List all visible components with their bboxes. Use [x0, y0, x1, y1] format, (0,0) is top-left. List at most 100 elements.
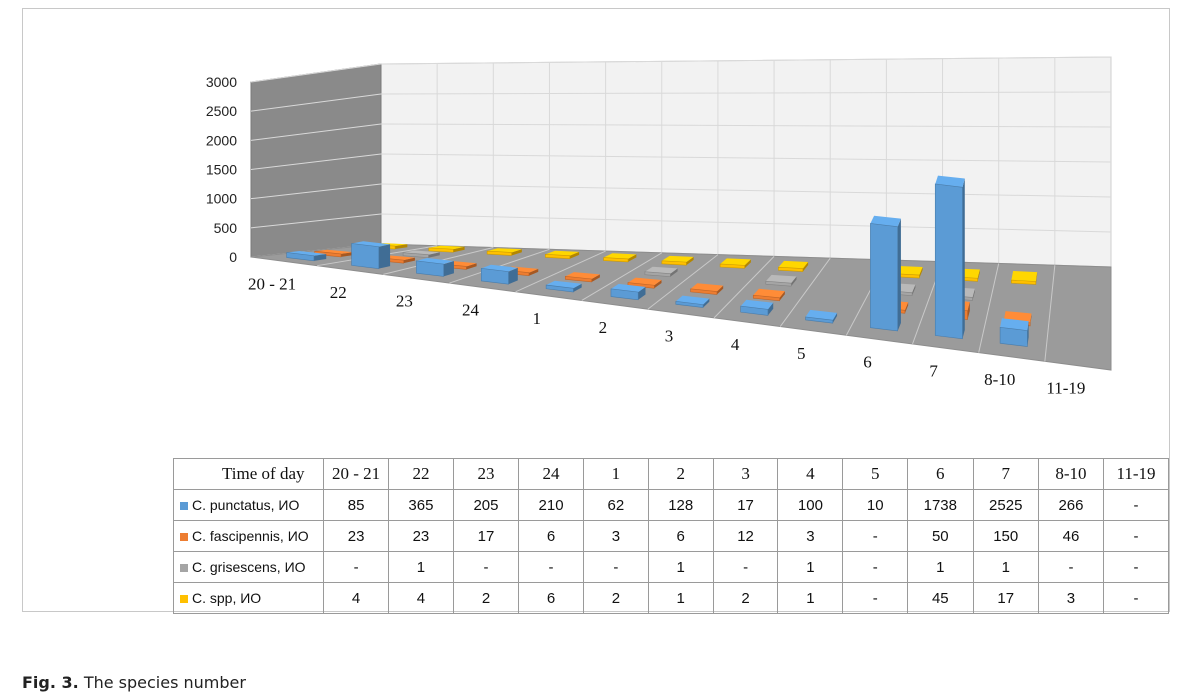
- data-table: Time of day 20 - 21 22 23 24 1 2 3 4 5 6 7 8-10 11-1…: [172, 458, 1169, 614]
- bar: [603, 253, 637, 263]
- table-cell: 17: [972, 582, 1039, 614]
- caption-label: Fig. 3.: [22, 673, 79, 692]
- table-cell: 365: [387, 489, 454, 521]
- table-cell: 4: [387, 582, 454, 614]
- table-cell: -: [452, 551, 520, 583]
- bar: [752, 288, 785, 302]
- table-row: C. grisescens, ИО -1- - -1-1-1 1- -: [172, 551, 1169, 583]
- bar: [719, 258, 751, 269]
- legend-key: [180, 595, 188, 604]
- series-legend-cell: C. grisescens, ИО: [172, 551, 325, 583]
- x-category-label: 11-19: [1046, 379, 1085, 398]
- bar: [765, 274, 797, 287]
- table-cell: 12: [712, 520, 779, 552]
- bar: [999, 318, 1029, 347]
- bar: [480, 264, 518, 285]
- table-cell: 1: [647, 551, 714, 583]
- bar: [661, 255, 694, 266]
- x-category-label: 5: [797, 344, 806, 363]
- bar: [934, 175, 965, 340]
- table-cell: 17: [712, 489, 779, 521]
- table-cell: 6: [647, 520, 714, 552]
- table-cell: 6: [518, 520, 585, 552]
- table-cell: 6: [518, 582, 585, 614]
- table-cell: 266: [1037, 489, 1105, 521]
- figure-caption: Fig. 3. The species number: [22, 673, 246, 692]
- bar: [675, 295, 710, 308]
- table-row: C. spp, ИО 4 4 2 6 2 1 2 1-45 17 3-: [172, 582, 1169, 614]
- table-cell: 62: [583, 489, 649, 521]
- x-category-label: 20 - 21: [248, 274, 296, 293]
- table-row: C. fascipennis, ИО 23 23 17 6 3 6 12 3-50 150 46-: [172, 520, 1169, 552]
- table-cell: -: [1037, 551, 1105, 583]
- series-name: C. spp, ИО: [192, 590, 262, 606]
- series-legend-cell: C. spp, ИО: [172, 582, 325, 614]
- table-cell: -: [842, 582, 909, 614]
- bar: [545, 280, 582, 293]
- legend-key: [180, 502, 188, 511]
- x-category-label: 22: [330, 283, 347, 302]
- caption-text: The species number: [83, 673, 246, 692]
- table-header-cell: 24: [518, 458, 585, 490]
- table-cell: 23: [323, 520, 389, 552]
- bar: [778, 260, 809, 272]
- table-header-cell: 22: [387, 458, 454, 490]
- legend-key: [180, 564, 188, 573]
- table-cell: 45: [907, 582, 974, 614]
- table-cell: 50: [907, 520, 974, 552]
- bar: [870, 215, 901, 332]
- x-category-label: 6: [863, 353, 872, 372]
- series-name: C. fascipennis, ИО: [192, 528, 309, 544]
- table-cell: 2: [583, 582, 649, 614]
- bar: [351, 241, 391, 269]
- table-cell: 4: [323, 582, 389, 614]
- table-cell: 46: [1037, 520, 1105, 552]
- x-category-label: 4: [731, 335, 740, 354]
- y-tick-label: 2500: [206, 103, 237, 119]
- table-header-cell: 2: [647, 458, 714, 490]
- x-category-label: 2: [599, 318, 608, 337]
- table-cell: -: [1103, 489, 1169, 521]
- table-header-cell: 5: [842, 458, 909, 490]
- table-cell: -: [1103, 551, 1169, 583]
- table-cell: -: [1103, 520, 1169, 552]
- bar: [486, 248, 522, 256]
- y-tick-label: 0: [229, 249, 237, 265]
- table-header-cell: 11-19: [1103, 458, 1169, 490]
- table-cell: 100: [777, 489, 844, 521]
- table-header-cell: 23: [452, 458, 520, 490]
- table-header-cell: 6: [907, 458, 974, 490]
- y-tick-label: 3000: [206, 74, 237, 90]
- table-cell: 1: [972, 551, 1039, 583]
- table-cell: 2525: [972, 489, 1039, 521]
- bar: [627, 277, 662, 289]
- table-cell: -: [842, 520, 909, 552]
- bar: [286, 250, 327, 262]
- table-cell: 2: [452, 582, 520, 614]
- table-header-cell: 1: [583, 458, 649, 490]
- table-row: C. punctatus, ИО 85 365 205 210 62 128 17 100 10 1…: [172, 489, 1169, 521]
- bar: [690, 283, 724, 295]
- x-category-label: 3: [665, 327, 674, 346]
- table-header-cell: 7: [972, 458, 1039, 490]
- table-header-cell: 3: [712, 458, 779, 490]
- table-cell: 205: [452, 489, 520, 521]
- bar: [564, 272, 600, 283]
- table-cell: 3: [583, 520, 649, 552]
- bar: [610, 283, 646, 301]
- table-header-time: Time of day: [172, 458, 325, 490]
- bar: [894, 265, 923, 279]
- y-tick-label: 2000: [206, 132, 237, 148]
- table-cell: 1: [777, 582, 844, 614]
- bar: [740, 299, 774, 316]
- table-cell: 85: [323, 489, 389, 521]
- bar: [1011, 271, 1038, 285]
- y-tick-label: 1500: [206, 162, 237, 178]
- chart-bars: [286, 175, 1038, 347]
- x-category-label: 24: [462, 300, 480, 319]
- table-cell: -: [1103, 582, 1169, 614]
- table-cell: 1: [907, 551, 974, 583]
- bar: [805, 309, 838, 324]
- bar: [402, 250, 440, 259]
